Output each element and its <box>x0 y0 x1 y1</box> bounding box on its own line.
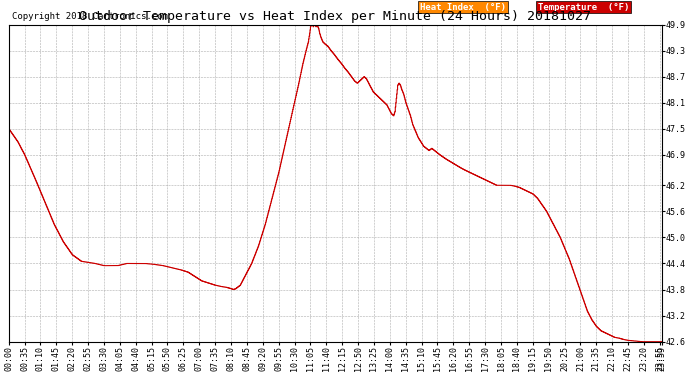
Text: Temperature  (°F): Temperature (°F) <box>538 3 629 12</box>
Text: Heat Index  (°F): Heat Index (°F) <box>420 3 506 12</box>
Title: Outdoor Temperature vs Heat Index per Minute (24 Hours) 20181027: Outdoor Temperature vs Heat Index per Mi… <box>79 10 591 23</box>
Text: Copyright 2018 Cartronics.com: Copyright 2018 Cartronics.com <box>12 12 168 21</box>
